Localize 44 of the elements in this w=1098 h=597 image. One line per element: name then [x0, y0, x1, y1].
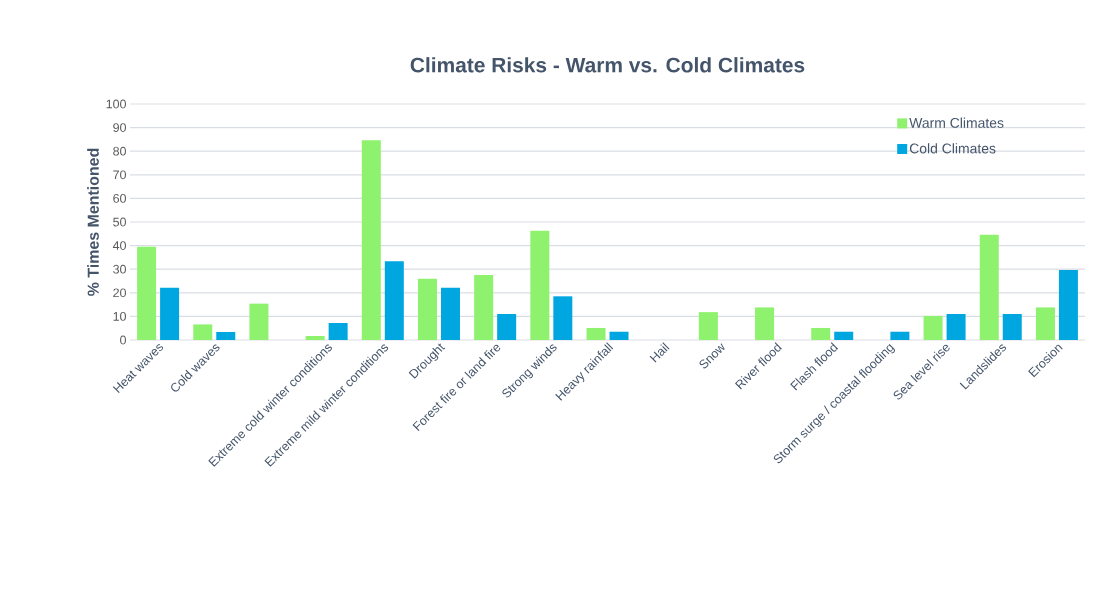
- bar: [384, 261, 404, 340]
- bar: [474, 275, 494, 340]
- bar: [979, 234, 999, 340]
- bar: [160, 287, 180, 340]
- bar: [530, 230, 550, 340]
- y-tick-label: 20: [113, 288, 126, 298]
- bar: [553, 296, 573, 340]
- y-tick-label: 100: [106, 99, 126, 109]
- bar: [698, 312, 718, 340]
- bar: [834, 331, 854, 340]
- y-tick-label: 90: [113, 123, 126, 132]
- bar: [1002, 314, 1022, 340]
- y-tick-label: 30: [113, 264, 126, 274]
- bar: [328, 322, 348, 340]
- y-tick-label: 40: [112, 241, 126, 250]
- bar: [417, 278, 437, 340]
- bar: [137, 246, 157, 340]
- bar: [497, 314, 517, 340]
- bar: [811, 327, 831, 340]
- bar: [1058, 269, 1078, 340]
- legend-label: Cold Climates: [909, 143, 996, 154]
- y-tick-label: 60: [113, 193, 126, 203]
- chart-title: Climate Risks - Warm vs. Cold Climates: [410, 57, 805, 73]
- legend-label: Warm Climates: [909, 117, 1004, 128]
- y-tick-label: 10: [113, 311, 126, 321]
- bar: [193, 324, 213, 340]
- bar: [216, 331, 236, 340]
- bar: [440, 287, 460, 340]
- bar: [249, 303, 269, 340]
- y-tick-label: 50: [113, 217, 126, 227]
- y-tick-label: 0: [120, 335, 126, 345]
- bar: [890, 331, 910, 340]
- x-tick-label: Hail: [649, 342, 670, 363]
- bar: [946, 314, 966, 340]
- y-axis-title: % Times Mentioned: [87, 148, 99, 296]
- bar: [361, 140, 381, 340]
- bar: [586, 327, 606, 340]
- bar: [755, 307, 775, 340]
- bar: [923, 315, 943, 340]
- bar: [609, 331, 629, 340]
- y-tick-label: 70: [113, 170, 126, 180]
- bar: [305, 335, 325, 340]
- bar: [1035, 307, 1055, 340]
- y-tick-label: 80: [113, 146, 126, 156]
